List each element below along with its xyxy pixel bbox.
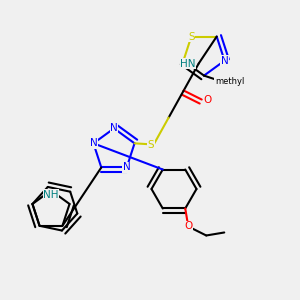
Text: NH: NH <box>43 190 59 200</box>
Text: O: O <box>204 94 212 104</box>
Text: N: N <box>90 138 97 148</box>
Text: N: N <box>123 163 130 172</box>
Text: O: O <box>184 221 192 232</box>
Text: S: S <box>147 140 154 149</box>
Text: methyl: methyl <box>215 77 244 86</box>
Text: HN: HN <box>180 58 196 68</box>
Text: N: N <box>110 123 118 134</box>
Text: N: N <box>221 56 228 66</box>
Text: S: S <box>188 32 195 41</box>
